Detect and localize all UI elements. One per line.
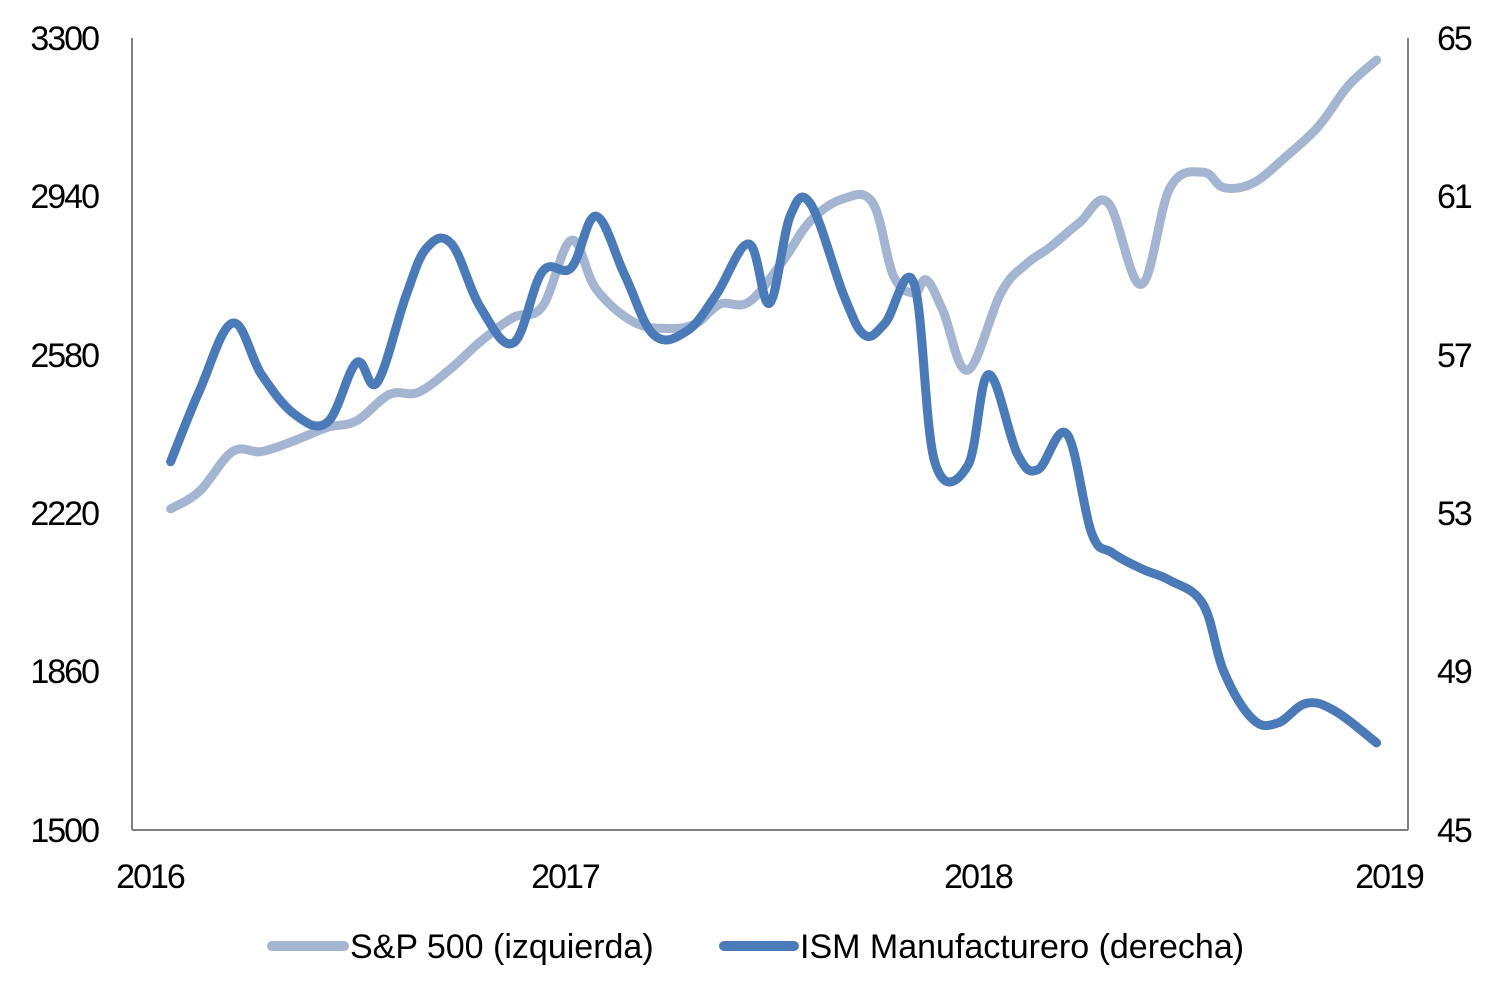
x-ticks: 2016 2017 2018 2019 [116,858,1426,896]
x-tick: 2019 [1355,858,1424,896]
left-y-tick: 1500 [30,812,99,850]
left-y-ticks: 3300 2940 2580 2220 1860 1500 [30,20,101,850]
right-y-tick: 57 [1437,337,1472,375]
right-y-tick: 45 [1437,812,1472,850]
series-line-ism [166,192,1382,748]
right-y-tick: 53 [1437,495,1472,533]
right-y-tick: 49 [1437,653,1472,691]
right-y-tick: 65 [1437,20,1472,58]
left-y-tick: 2220 [30,495,99,533]
legend-label-sp500: S&P 500 (izquierda) [350,928,654,966]
right-y-tick: 61 [1437,178,1472,216]
legend: S&P 500 (izquierda) ISM Manufacturero (d… [267,928,1244,966]
legend-label-ism: ISM Manufacturero (derecha) [800,928,1244,966]
x-tick: 2018 [944,858,1013,896]
left-y-tick: 2940 [30,178,99,216]
left-y-tick: 2580 [30,337,99,375]
x-tick: 2017 [531,858,600,896]
series-line-sp500 [166,55,1382,514]
left-y-tick: 1860 [30,653,99,691]
right-y-ticks: 65 61 57 53 49 45 [1437,20,1474,850]
x-tick: 2016 [116,858,185,896]
left-y-tick: 3300 [30,20,99,58]
